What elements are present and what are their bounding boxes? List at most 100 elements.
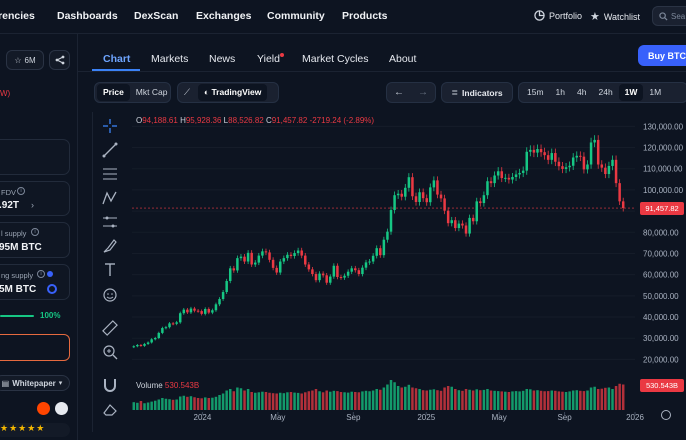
candle-body <box>543 152 546 156</box>
candle-body <box>418 192 421 202</box>
pattern-icon[interactable] <box>102 190 118 206</box>
tab-news[interactable]: News <box>209 53 236 65</box>
price-mode-price[interactable]: Price <box>97 84 130 101</box>
range-1m[interactable]: 1M <box>649 87 662 97</box>
tab-yield[interactable]: Yield <box>257 53 280 65</box>
tab-market-cycles[interactable]: Market Cycles <box>302 53 369 65</box>
watchlist-star-button[interactable]: ☆ 6M <box>6 50 44 70</box>
volume-bar <box>314 389 318 410</box>
whitepaper-button[interactable]: ▤ Whitepaper ▾ <box>0 375 70 391</box>
candle-body <box>571 157 575 166</box>
info-icon: i <box>37 270 45 278</box>
candle-body <box>393 195 396 211</box>
volume-bar <box>536 390 539 410</box>
volume-bar <box>136 402 139 410</box>
candle-body <box>550 153 554 160</box>
crosshair-icon[interactable] <box>102 118 118 134</box>
price-chart[interactable]: 130,000.00 120,000.00 110,000.00 100,000.00… <box>120 110 686 432</box>
candle-body <box>525 151 529 171</box>
volume-bar <box>153 400 157 410</box>
nav-dexscan[interactable]: DexScan <box>134 10 179 22</box>
brush-icon[interactable] <box>102 238 118 254</box>
emoji-icon[interactable] <box>102 287 118 303</box>
whitepaper-label: Whitepaper <box>12 378 56 388</box>
candle-body <box>282 258 286 262</box>
range-4h[interactable]: 4h <box>577 87 587 97</box>
candle-body <box>400 193 403 197</box>
volume-bar <box>250 392 253 410</box>
candle-body <box>279 261 282 273</box>
volume-value: 530.543B <box>164 381 200 390</box>
ruler-icon[interactable] <box>102 320 118 336</box>
volume-bar <box>214 396 218 410</box>
tab-about[interactable]: About <box>389 53 417 65</box>
candle-body <box>354 268 357 271</box>
trend-line-icon[interactable] <box>102 142 118 158</box>
search-input[interactable]: Sea <box>652 6 686 26</box>
eraser-icon[interactable] <box>102 401 118 417</box>
volume-bar <box>371 390 375 410</box>
tradingview-button[interactable]: ◐ TradingView <box>197 84 268 101</box>
volume-bar <box>389 380 393 410</box>
price-mode-mktcap[interactable]: Mkt Cap <box>135 87 168 97</box>
buy-button[interactable]: Buy BTC <box>638 45 686 66</box>
volume-bar <box>261 391 264 410</box>
line-chart-icon[interactable]: ⟋ <box>184 87 190 97</box>
x-tick-label: May <box>492 413 507 422</box>
volume-bar <box>471 390 475 410</box>
candle-body <box>271 259 275 268</box>
candle-body <box>236 258 239 271</box>
candle-body <box>232 268 236 271</box>
candle-body <box>379 248 382 256</box>
volume-bar <box>282 393 286 410</box>
nav-cryptocurrencies[interactable]: rrencies <box>0 10 35 22</box>
volume-bar <box>500 391 504 410</box>
prediction-icon[interactable] <box>102 214 118 230</box>
fib-retracement-icon[interactable] <box>102 166 118 182</box>
nav-exchanges[interactable]: Exchanges <box>196 10 252 22</box>
candle-body <box>429 187 432 203</box>
volume-bar <box>296 392 300 410</box>
y-tick-label: 30,000.00 <box>643 334 679 343</box>
tab-markets[interactable]: Markets <box>151 53 189 65</box>
x-tick-label: 2026 <box>626 413 644 422</box>
magnet-icon[interactable] <box>102 377 118 393</box>
arrow-left-icon[interactable]: ← <box>394 87 404 98</box>
text-tool-icon[interactable] <box>102 262 118 278</box>
github-icon[interactable] <box>55 402 68 415</box>
volume-bar <box>457 390 461 410</box>
indicators-button[interactable]: ≣ Indicators <box>441 82 513 103</box>
nav-dashboards[interactable]: Dashboards <box>57 10 118 22</box>
candle-body <box>593 139 596 143</box>
volume-bar <box>439 390 443 410</box>
range-24h[interactable]: 24h <box>598 87 613 97</box>
volume-bar <box>196 398 200 410</box>
range-1w[interactable]: 1W <box>618 84 644 101</box>
zoom-in-icon[interactable] <box>102 344 118 360</box>
total-supply-value: 95M BTC <box>0 242 42 253</box>
highlight-input-box[interactable] <box>0 334 70 361</box>
portfolio-link[interactable]: Portfolio <box>534 10 582 21</box>
candle-body <box>143 343 146 346</box>
volume-bar <box>168 399 171 410</box>
volume-bar <box>454 389 457 410</box>
nav-products[interactable]: Products <box>342 10 388 22</box>
candle-body <box>178 313 182 323</box>
nav-community[interactable]: Community <box>267 10 325 22</box>
candle-body <box>293 253 296 257</box>
tab-chart[interactable]: Chart <box>103 53 131 65</box>
time-range-selector: 15m 1h 4h 24h 1W 1M <box>518 82 686 103</box>
social-icon[interactable] <box>37 402 50 415</box>
range-15m[interactable]: 15m <box>527 87 544 97</box>
ohlc-c-value: 91,457.82 <box>271 116 308 125</box>
volume-bar <box>464 389 468 410</box>
range-1h[interactable]: 1h <box>555 87 566 97</box>
volume-bar <box>279 392 282 410</box>
arrow-right-icon[interactable]: → <box>418 87 428 98</box>
watchlist-link[interactable]: ★ Watchlist <box>590 10 640 23</box>
candle-body <box>568 165 571 168</box>
chart-settings-icon[interactable] <box>661 410 671 420</box>
candle-body <box>228 268 232 282</box>
share-button[interactable] <box>49 50 70 70</box>
history-nav: ← → <box>386 82 436 103</box>
